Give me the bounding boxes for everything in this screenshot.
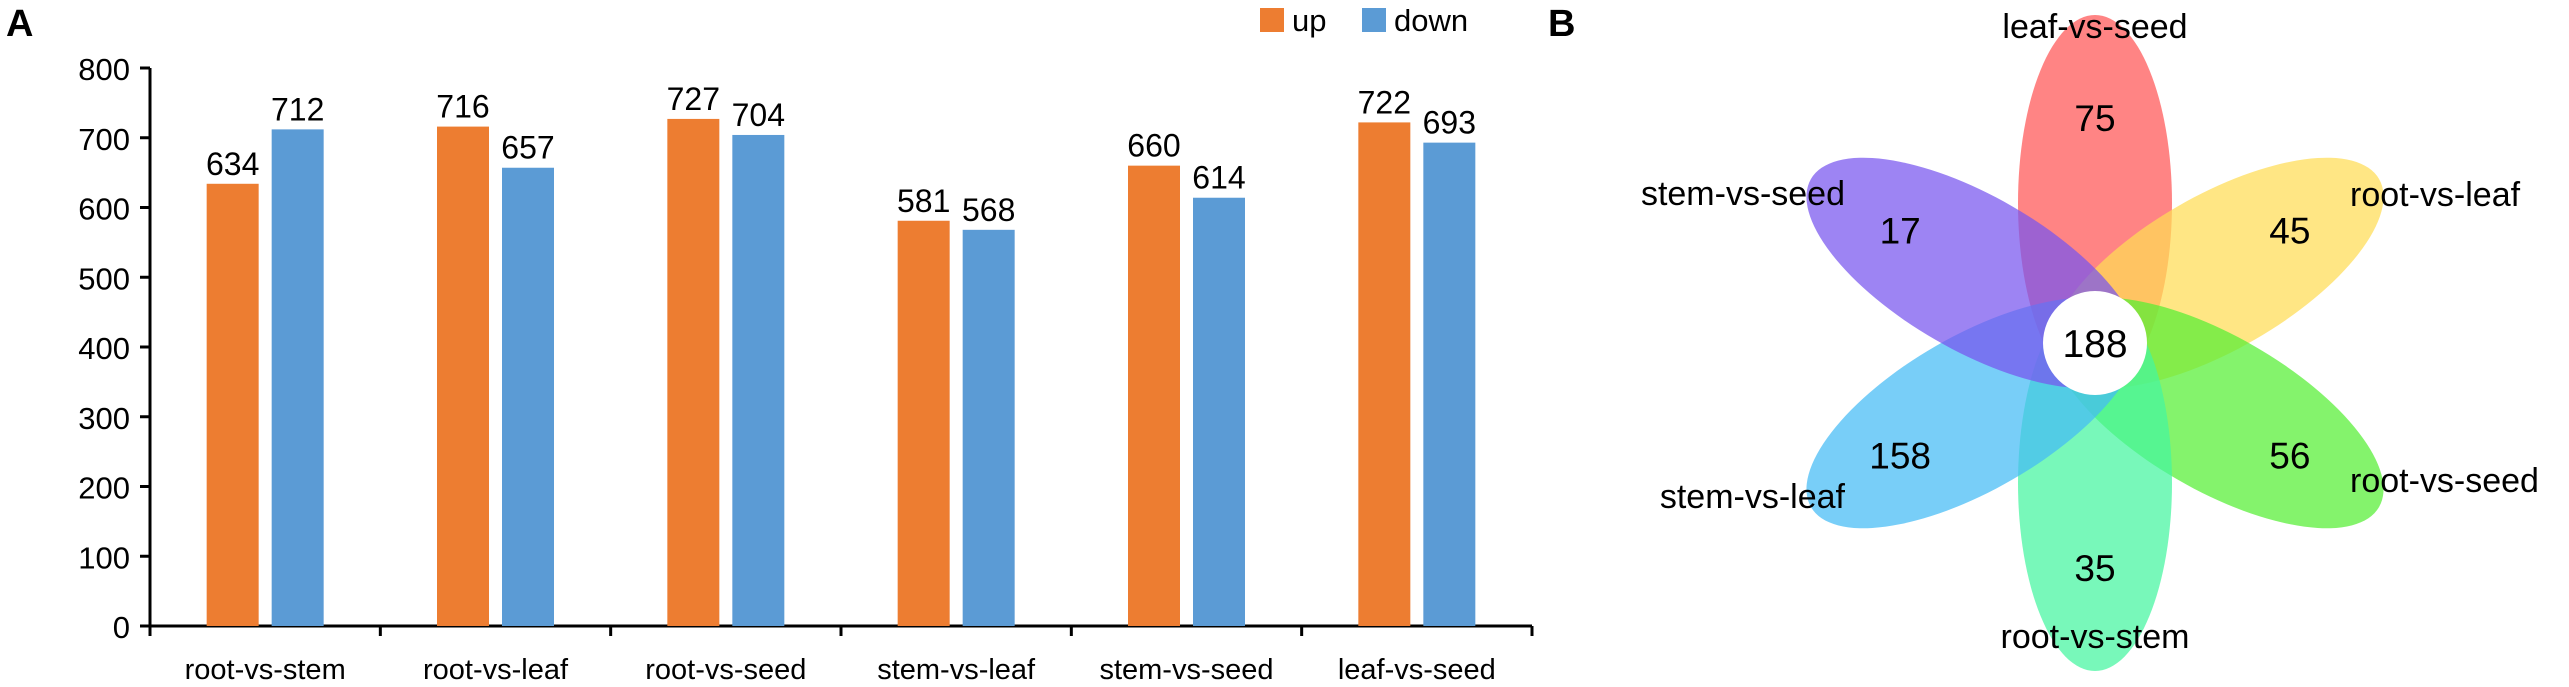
bar-down <box>1423 142 1476 626</box>
bar-value-label: 657 <box>501 130 554 166</box>
y-tick-label: 600 <box>78 192 130 227</box>
bar-up <box>897 220 950 626</box>
legend-label-down: down <box>1394 3 1468 38</box>
bar-up <box>1128 165 1180 626</box>
bar-value-label: 634 <box>206 146 259 182</box>
bar-up <box>667 118 720 626</box>
venn-petal-labels: leaf-vs-seed root-vs-leaf root-vs-seed root… <box>1641 8 2539 656</box>
y-tick-label: 300 <box>78 401 130 436</box>
bar-value-label: 704 <box>732 97 785 133</box>
x-category-label: root-vs-leaf <box>423 654 569 686</box>
bar-up <box>1358 122 1411 626</box>
x-category-label: root-vs-seed <box>645 654 806 686</box>
y-tick-label: 200 <box>78 471 130 506</box>
legend-label-up: up <box>1292 3 1326 38</box>
bar-up <box>437 126 489 626</box>
bar-value-label: 722 <box>1358 84 1411 120</box>
venn-petal-label: root-vs-stem <box>2001 618 2190 656</box>
bar-value-label: 727 <box>667 81 720 117</box>
y-tick-label: 700 <box>78 122 130 157</box>
bar-value-label: 568 <box>962 192 1015 228</box>
venn-petal-label: stem-vs-seed <box>1641 175 1845 213</box>
bar-down <box>1193 197 1245 627</box>
y-tick-label: 0 <box>113 610 130 645</box>
bar-value-label: 693 <box>1423 105 1476 141</box>
bar-value-label: 712 <box>271 91 324 127</box>
venn-petal-value: 75 <box>2074 98 2115 139</box>
bar-down <box>962 229 1015 626</box>
bar-value-label: 660 <box>1127 128 1180 164</box>
bar-marks: 634 712 716 657 727 704 581 568 660 614 722 693 <box>206 81 1476 627</box>
venn-center-value: 188 <box>2062 323 2127 366</box>
legend-swatch-up <box>1260 8 1284 32</box>
panel-a-label: A <box>6 3 33 45</box>
bar-value-label: 716 <box>436 89 489 125</box>
venn-petal-values: 75 45 56 35 158 17 <box>1869 98 2310 589</box>
y-tick-label: 100 <box>78 540 130 575</box>
venn-petal-value: 56 <box>2269 436 2310 477</box>
x-category-label: stem-vs-leaf <box>877 654 1036 686</box>
y-tick-label: 500 <box>78 261 130 296</box>
panel-b-label: B <box>1548 3 1575 45</box>
venn-petal-label: root-vs-seed <box>2350 462 2539 500</box>
y-tick-label: 800 <box>78 52 130 87</box>
bar-value-label: 614 <box>1192 160 1245 196</box>
x-category-label: stem-vs-seed <box>1099 654 1273 686</box>
venn-petal-value: 158 <box>1869 436 1931 477</box>
venn-center-circle <box>2043 291 2147 395</box>
venn-diagram: 188 75 45 56 35 158 17 leaf-vs-seed root-vs-le… <box>1641 8 2539 671</box>
x-category-label: root-vs-stem <box>185 654 346 686</box>
x-category-label: leaf-vs-seed <box>1338 654 1496 686</box>
venn-petal-label: leaf-vs-seed <box>2002 8 2187 46</box>
chart-legend: up down <box>1260 3 1468 38</box>
bar-value-label: 581 <box>897 183 950 219</box>
venn-petal-label: root-vs-leaf <box>2350 176 2521 214</box>
venn-petal-value: 17 <box>1880 211 1921 252</box>
legend-swatch-down <box>1362 8 1386 32</box>
venn-petals <box>1806 15 2384 671</box>
x-axis-ticks: root-vs-stem root-vs-leaf root-vs-seed stem… <box>148 626 1534 686</box>
venn-petal-value: 45 <box>2269 211 2310 252</box>
y-tick-label: 400 <box>78 331 130 366</box>
bar-down <box>502 167 554 626</box>
bar-down <box>732 134 785 626</box>
venn-petal-label: stem-vs-leaf <box>1660 478 1846 516</box>
bar-axes <box>148 68 1532 628</box>
bar-up <box>206 183 259 626</box>
bar-down <box>271 129 324 626</box>
venn-petal-value: 35 <box>2074 548 2115 589</box>
y-axis-ticks: 0 100 200 300 400 500 600 700 800 <box>78 52 150 645</box>
